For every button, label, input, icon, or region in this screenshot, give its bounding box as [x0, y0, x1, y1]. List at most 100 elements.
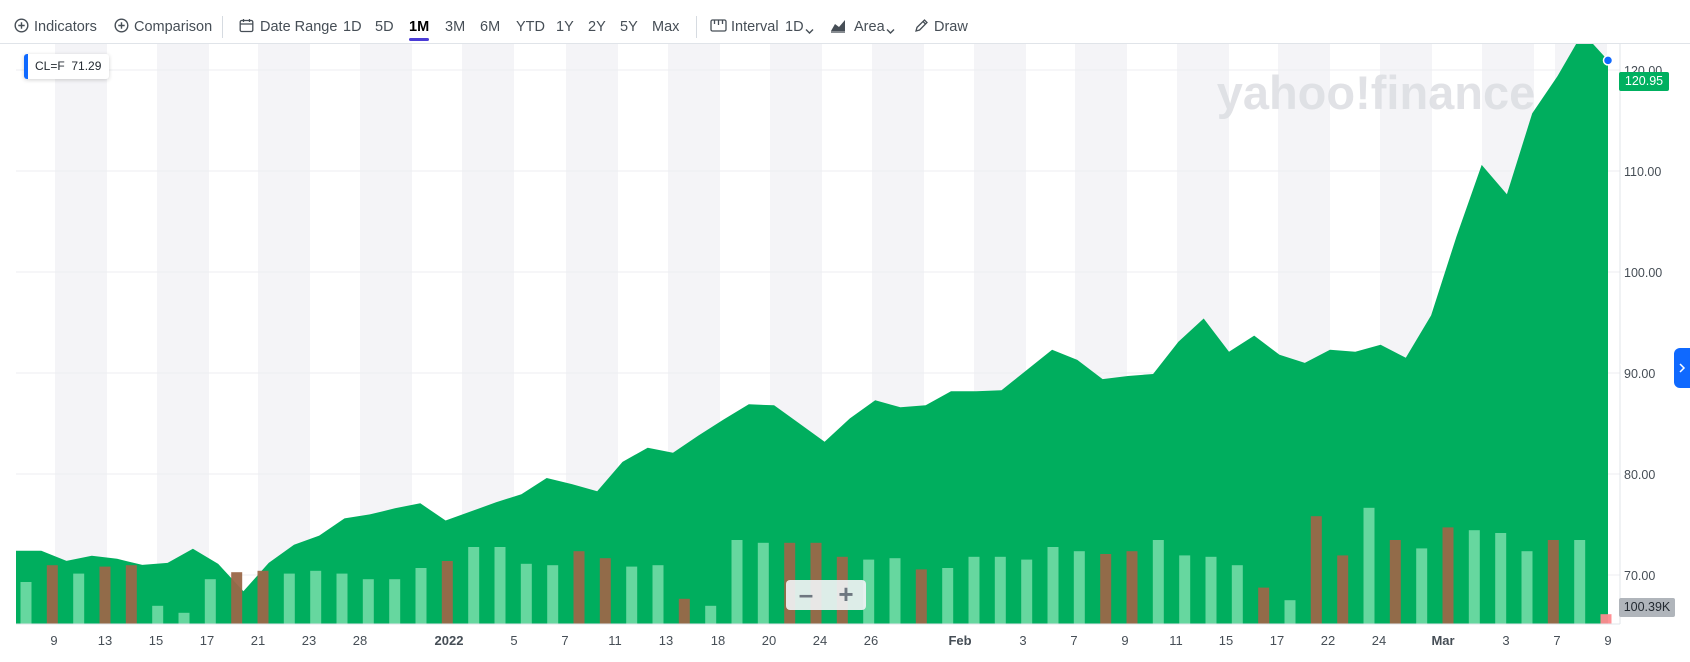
- range-ytd[interactable]: YTD: [516, 19, 545, 35]
- y-tick-label: 110.00: [1624, 165, 1661, 179]
- volume-bar: [731, 540, 743, 624]
- volume-bar: [178, 612, 190, 624]
- weekend-band: [462, 44, 514, 580]
- volume-bar: [152, 605, 164, 624]
- volume-bar: [1337, 555, 1349, 624]
- x-tick-label: 24: [1372, 633, 1386, 648]
- range-2y[interactable]: 2Y: [588, 19, 606, 35]
- x-tick-label: 7: [561, 633, 568, 648]
- y-tick-label: 80.00: [1624, 468, 1655, 482]
- price-chart[interactable]: yahoo!finance 70.00 80.00 90.00 100.00 110.0…: [0, 44, 1690, 662]
- volume-bar: [889, 558, 901, 624]
- volume-bar: [20, 582, 32, 624]
- volume-bar: [1521, 551, 1533, 624]
- range-1m[interactable]: 1M: [409, 19, 430, 41]
- x-tick-label: Mar: [1431, 633, 1454, 648]
- volume-bar: [125, 565, 137, 624]
- weekend-band: [157, 44, 209, 580]
- volume-bar: [468, 547, 480, 624]
- volume-bar: [1231, 565, 1243, 624]
- range-1d[interactable]: 1D: [343, 19, 362, 35]
- y-tick-label: 100.00: [1624, 266, 1662, 280]
- x-tick-label: 5: [510, 633, 517, 648]
- volume-bar: [1468, 530, 1480, 624]
- x-tick-label: 24: [813, 633, 827, 648]
- indicators-button[interactable]: Indicators: [34, 19, 97, 35]
- volume-bar: [1205, 556, 1217, 624]
- range-max[interactable]: Max: [652, 19, 680, 35]
- volume-bar: [863, 559, 875, 624]
- range-3m[interactable]: 3M: [445, 19, 466, 35]
- symbol-legend[interactable]: CL=F 71.29: [24, 54, 110, 79]
- volume-bar: [1179, 555, 1191, 624]
- x-tick-label: 23: [302, 633, 316, 648]
- weekend-band: [55, 44, 107, 580]
- x-tick-label: 21: [251, 633, 265, 648]
- volume-bar: [968, 556, 980, 624]
- volume-bar: [441, 561, 453, 624]
- x-tick-label: 9: [1121, 633, 1128, 648]
- calendar-icon: [239, 18, 254, 38]
- expand-panel-tab[interactable]: [1674, 348, 1690, 388]
- comparison-button[interactable]: Comparison: [134, 19, 213, 35]
- date-range-button[interactable]: Date Range: [260, 19, 338, 35]
- x-axis: 9 13 15 17 21 23 28 2022 5 7 11 13 18 20 24 26 Feb 3 7 9 11 1…: [50, 633, 1611, 648]
- volume-bar: [204, 579, 216, 624]
- last-volume-tag: 100.39K: [1619, 598, 1675, 617]
- zoom-out-button[interactable]: –: [798, 579, 814, 609]
- draw-button[interactable]: Draw: [934, 19, 968, 35]
- ruler-icon: [710, 18, 727, 38]
- pencil-icon: [914, 18, 929, 38]
- volume-bar: [389, 579, 401, 624]
- volume-bar: [1100, 554, 1112, 624]
- x-tick-label: Feb: [948, 633, 971, 648]
- volume-bar: [1284, 600, 1296, 624]
- volume-bar: [362, 579, 374, 624]
- plus-circle-icon: [14, 18, 29, 38]
- x-tick-label: 9: [50, 633, 57, 648]
- x-tick-label: 2022: [435, 633, 464, 648]
- volume-bar: [599, 558, 611, 624]
- volume-bar: [573, 551, 585, 624]
- volume-bar: [1442, 527, 1454, 624]
- range-5d[interactable]: 5D: [375, 19, 394, 35]
- x-tick-label: 13: [98, 633, 112, 648]
- volume-bar: [915, 569, 927, 624]
- volume-bar: [1363, 507, 1375, 624]
- interval-label[interactable]: Interval: [731, 19, 779, 35]
- x-tick-label: 17: [1270, 633, 1284, 648]
- volume-bar: [705, 605, 717, 624]
- x-tick-label: 3: [1019, 633, 1026, 648]
- area-chart-icon: [830, 18, 846, 38]
- weekend-band: [258, 44, 310, 580]
- plus-circle-icon: [114, 18, 129, 38]
- volume-bar: [257, 570, 269, 624]
- volume-bar: [1258, 587, 1270, 624]
- volume-bar: [73, 573, 85, 624]
- chevron-right-icon: [1679, 363, 1686, 373]
- x-tick-label: 11: [608, 633, 622, 648]
- range-5y[interactable]: 5Y: [620, 19, 638, 35]
- zoom-in-button[interactable]: +: [838, 579, 854, 609]
- range-6m[interactable]: 6M: [480, 19, 501, 35]
- volume-bar: [1073, 551, 1085, 624]
- volume-bar: [626, 566, 638, 624]
- last-price-tag: 120.95: [1619, 72, 1669, 91]
- x-tick-label: 9: [1604, 633, 1611, 648]
- volume-bar: [520, 563, 532, 624]
- last-price-dot: [1602, 55, 1614, 66]
- chart-type-select[interactable]: Area: [854, 19, 885, 35]
- volume-bar: [757, 542, 769, 624]
- volume-bar: [1389, 540, 1401, 624]
- volume-bar: [1310, 516, 1322, 624]
- x-tick-label: 20: [762, 633, 776, 648]
- volume-bar: [336, 573, 348, 624]
- volume-bar: [942, 568, 954, 624]
- volume-bar: [1152, 540, 1164, 624]
- volume-bar: [547, 565, 559, 624]
- volume-bar: [310, 570, 322, 624]
- interval-select[interactable]: 1D: [785, 19, 804, 35]
- x-tick-label: 22: [1321, 633, 1335, 648]
- range-1y[interactable]: 1Y: [556, 19, 574, 35]
